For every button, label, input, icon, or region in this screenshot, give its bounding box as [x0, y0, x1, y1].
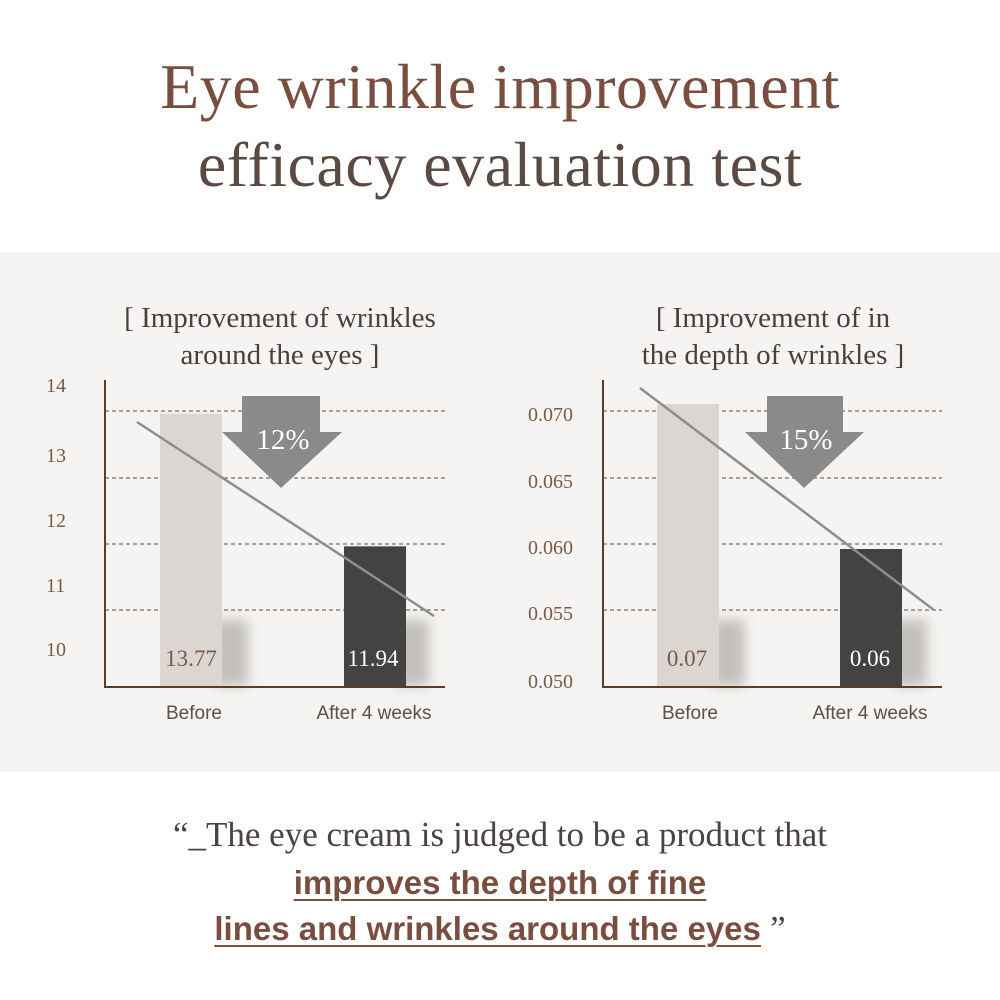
- chart-2-bar-before: [657, 404, 719, 687]
- quote-line-1: “_The eye cream is judged to be a produc…: [0, 810, 1000, 860]
- charts-canvas: [ Improvement of wrinkles around the eye…: [46, 302, 942, 724]
- chart-1-title-line-1: [ Improvement of wrinkles: [124, 302, 436, 334]
- chart-1-percent-label: 12%: [256, 424, 309, 456]
- chart-1-value-before: 13.77: [165, 646, 217, 671]
- chart-1-category-before: Before: [166, 703, 222, 724]
- chart-2-arrow-down-icon: [745, 396, 864, 488]
- chart-1-value-after: 11.94: [348, 646, 399, 671]
- chart-2-ytick-0055: 0.055: [528, 603, 573, 625]
- chart-2-category-after: After 4 weeks: [812, 703, 927, 724]
- chart-wrinkles-around-eyes: [ Improvement of wrinkles around the eye…: [46, 302, 445, 724]
- chart-1-arrow-down-icon: [222, 396, 342, 488]
- chart-2-ytick-0070: 0.070: [528, 404, 573, 426]
- chart-1-ytick-10: 10: [46, 639, 66, 661]
- chart-2-category-before: Before: [662, 703, 718, 724]
- page-title: Eye wrinkle improvement efficacy evaluat…: [0, 48, 1000, 204]
- chart-2-title-line-2: the depth of wrinkles ]: [642, 339, 905, 371]
- chart-2-bar-after: [840, 549, 902, 687]
- chart-2-ytick-0065: 0.065: [528, 471, 573, 493]
- chart-2-ytick-0050: 0.050: [528, 671, 573, 693]
- quote-highlight-line-2: lines and wrinkles around the eyes ”: [0, 906, 1000, 952]
- chart-1-title-line-2: around the eyes ]: [181, 339, 380, 371]
- chart-1-ytick-13: 13: [46, 445, 66, 467]
- chart-1-bar-after: [344, 546, 406, 687]
- quote-highlight-line-1: improves the depth of fine: [0, 860, 1000, 906]
- title-line-1: Eye wrinkle improvement: [160, 51, 840, 122]
- title-line-2: efficacy evaluation test: [197, 129, 803, 200]
- quote-open-mark: “: [172, 815, 189, 854]
- chart-1-ytick-14: 14: [46, 375, 66, 397]
- quote-text-1: _The eye cream is judged to be a product…: [188, 815, 828, 854]
- chart-1-trend-line: [136, 420, 435, 618]
- conclusion-quote: “_The eye cream is judged to be a produc…: [0, 810, 1000, 952]
- quote-highlight-text-1: improves the depth of fine: [293, 864, 707, 901]
- chart-1-y-ticks: 14 13 12 11 10: [46, 375, 66, 661]
- chart-1-category-after: After 4 weeks: [316, 703, 431, 724]
- quote-highlight-text-2: lines and wrinkles around the eyes: [214, 910, 761, 947]
- chart-depth-of-wrinkles: [ Improvement of in the depth of wrinkle…: [528, 302, 942, 724]
- chart-1-bar-before: [160, 413, 222, 687]
- chart-2-title-line-1: [ Improvement of in: [656, 302, 891, 334]
- chart-1-ytick-12: 12: [46, 510, 66, 532]
- chart-2-value-after: 0.06: [850, 646, 890, 671]
- chart-2-percent-label: 15%: [779, 424, 832, 456]
- chart-2-ytick-0060: 0.060: [528, 537, 573, 559]
- chart-2-value-before: 0.07: [667, 646, 707, 671]
- chart-2-y-ticks: 0.070 0.065 0.060 0.055 0.050: [528, 404, 573, 693]
- quote-close-mark: ”: [770, 909, 786, 948]
- chart-2-trend-line: [639, 387, 935, 611]
- chart-1-ytick-11: 11: [46, 575, 65, 597]
